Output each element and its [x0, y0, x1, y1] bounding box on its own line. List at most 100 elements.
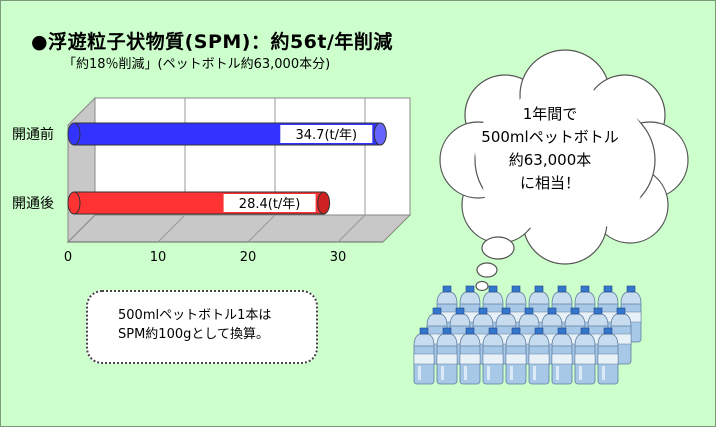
bubble-trail-3	[475, 280, 489, 292]
bottle-shoulder	[505, 333, 527, 347]
bottle-shoulder	[472, 313, 494, 327]
bottle-shoulder	[436, 291, 458, 305]
bottle-icon	[436, 327, 458, 385]
bottle-shoulder	[518, 313, 540, 327]
note-line-1: 500mlペットボトル1本は	[118, 308, 272, 323]
bottle-cap	[442, 285, 452, 293]
cloud-fill	[558, 143, 642, 227]
bottle-label	[551, 353, 573, 365]
bottle-cap	[455, 307, 465, 315]
bottle-shoulder	[597, 333, 619, 347]
bottle-shoulder	[564, 313, 586, 327]
bottle-label	[413, 353, 435, 365]
bottle-shine	[602, 366, 605, 380]
bottle-icon	[574, 327, 596, 385]
bottle-cap	[570, 307, 580, 315]
gridline-floor	[247, 214, 276, 243]
bottle-cap	[501, 307, 511, 315]
data-label-bg	[280, 125, 373, 143]
bottle-shoulder	[528, 333, 550, 347]
bottle-illustration	[413, 285, 642, 385]
bottle-icon	[482, 327, 504, 385]
bubble-line-4: に相当！	[519, 174, 580, 192]
category-label: 開通前	[12, 126, 54, 143]
bottle-shoulder	[620, 291, 642, 305]
data-label-bg	[223, 194, 316, 212]
gridline-floor	[337, 214, 366, 243]
bubble-line-3: 約63,000本	[508, 151, 592, 169]
bottle-shine	[510, 366, 513, 380]
bottle-label	[436, 353, 458, 365]
bottle-cap	[626, 285, 636, 293]
bottle-cap	[488, 327, 498, 335]
bubble-cloud	[439, 49, 689, 292]
bubble-trail-1	[481, 236, 515, 260]
category-label: 開通後	[12, 196, 54, 212]
bottle-shoulder	[426, 313, 448, 327]
page-title: ●浮遊粒子状物質(SPM)：約56t/年削減	[31, 31, 393, 53]
bar-end-cap	[373, 122, 387, 146]
bottle-cap	[616, 307, 626, 315]
bubble-line-2: 500mlペットボトル	[481, 128, 619, 146]
bottle-cap	[593, 307, 603, 315]
bottle-shoulder	[436, 333, 458, 347]
bubble-text: 1年間で 500mlペットボトル 約63,000本 に相当！	[440, 103, 660, 195]
bar-start-cap	[67, 191, 81, 215]
bottle-icon	[459, 327, 481, 385]
chart-bars: 34.7(t/年) 28.4(t/年)	[67, 122, 387, 215]
bottle-cap	[547, 307, 557, 315]
bottle-shoulder	[597, 291, 619, 305]
cloud-fill	[515, 75, 605, 165]
bottle-icon	[528, 327, 550, 385]
conversion-note: 500mlペットボトル1本は SPM約100gとして換算。	[86, 290, 318, 364]
bottle-label	[505, 353, 527, 365]
bottle-shoulder	[574, 333, 596, 347]
page-subtitle: 「約18％削減」(ペットボトル約63,000本分)	[63, 57, 331, 72]
x-tick-label: 10	[150, 250, 167, 265]
x-tick-label: 20	[240, 250, 257, 265]
bottle-cap	[478, 307, 488, 315]
bottle-shoulder	[551, 333, 573, 347]
note-line-2: SPM約100gとして換算。	[118, 327, 269, 342]
bottle-shine	[579, 366, 582, 380]
bottle-icon	[413, 327, 435, 385]
bottle-shoulder	[413, 333, 435, 347]
bottle-cap	[557, 285, 567, 293]
bottle-cap	[580, 285, 590, 293]
bottle-shine	[418, 366, 421, 380]
bottle-label	[574, 353, 596, 365]
bar-end-cap	[317, 191, 331, 215]
bottle-shoulder	[541, 313, 563, 327]
bottle-shoulder	[459, 333, 481, 347]
bottle-shoulder	[495, 313, 517, 327]
bottle-shoulder	[574, 291, 596, 305]
bar-before: 34.7(t/年)	[67, 122, 387, 146]
bottle-shine	[556, 366, 559, 380]
bottle-cap	[442, 327, 452, 335]
bubble-trail-2	[476, 262, 498, 278]
bottle-shoulder	[482, 291, 504, 305]
bottle-cap	[603, 285, 613, 293]
bubble-line-1: 1年間で	[522, 105, 578, 123]
bottle-cap	[524, 307, 534, 315]
bottle-shoulder	[551, 291, 573, 305]
bottle-icon	[505, 327, 527, 385]
bottle-cap	[419, 327, 429, 335]
bottle-cap	[557, 327, 567, 335]
bar-after: 28.4(t/年)	[67, 191, 331, 215]
bottle-shoulder	[459, 291, 481, 305]
bottle-shoulder	[449, 313, 471, 327]
bottle-shoulder	[482, 333, 504, 347]
data-label: 34.7(t/年)	[296, 128, 358, 143]
bottle-cap	[465, 327, 475, 335]
bottle-shine	[533, 366, 536, 380]
bottle-label	[459, 353, 481, 365]
bottle-shine	[441, 366, 444, 380]
bar-start-cap	[67, 122, 81, 146]
bottle-cap	[603, 327, 613, 335]
gridline-floor	[157, 214, 186, 243]
bottle-shine	[464, 366, 467, 380]
